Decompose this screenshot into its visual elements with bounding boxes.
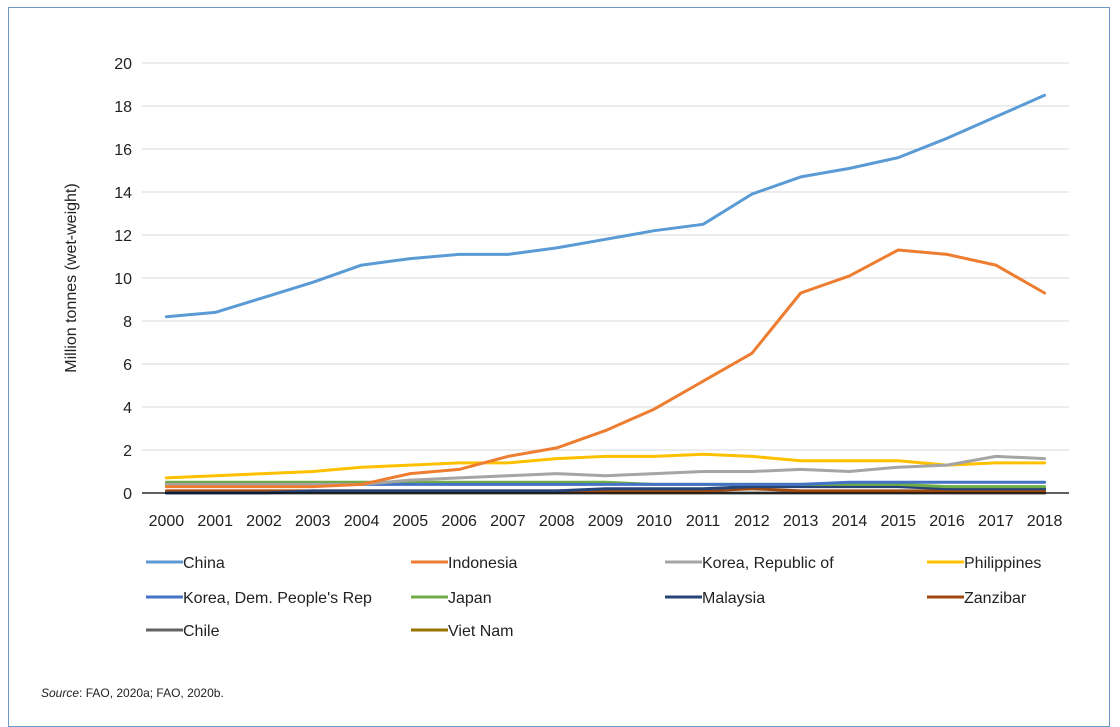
y-tick-label: 18 [114,99,132,116]
y-tick-label: 20 [114,56,132,73]
x-tick-label: 2007 [490,513,526,530]
x-tick-label: 2004 [344,513,380,530]
gridlines [142,62,1069,451]
x-tick-label: 2001 [197,513,233,530]
legend-label: Korea, Dem. People's Rep [183,590,372,607]
legend-item: Philippines [927,555,1041,572]
x-axis-ticks: 2000 2001 2002 2003 2004 2005 2006 2007 2008 2009… [149,513,1063,530]
y-tick-label: 2 [123,443,132,460]
x-tick-label: 2017 [978,513,1014,530]
legend-item: Indonesia [411,555,517,572]
source-text: : FAO, 2020a; FAO, 2020b. [79,686,224,700]
series-lines [164,93,1047,495]
legend-label: Zanzibar [964,590,1027,607]
x-tick-label: 2006 [441,513,477,530]
series-line-philippines [164,452,1047,480]
legend-label: Japan [448,590,492,607]
series-line-korea-republic-of [164,454,1047,486]
y-tick-label: 16 [114,142,132,159]
source-note: Source: FAO, 2020a; FAO, 2020b. [41,686,224,700]
series-line-china [164,93,1047,319]
x-tick-label: 2013 [783,513,819,530]
x-tick-label: 2008 [539,513,575,530]
legend-item: Japan [411,590,492,607]
legend-item: Korea, Dem. People's Rep [146,590,372,607]
source-label: Source [41,686,80,700]
series-line-japan [164,480,1047,489]
legend-item: Chile [146,623,220,640]
legend-label: Korea, Republic of [702,555,834,572]
y-tick-label: 8 [123,314,132,331]
y-tick-label: 4 [123,400,132,417]
y-tick-label: 12 [114,228,132,245]
x-tick-label: 2005 [393,513,429,530]
x-tick-label: 2018 [1027,513,1063,530]
legend-label: Philippines [964,555,1041,572]
x-tick-label: 2015 [880,513,916,530]
legend-label: China [183,555,225,572]
x-tick-label: 2000 [149,513,185,530]
legend-item: Korea, Republic of [665,555,834,572]
x-tick-label: 2009 [588,513,624,530]
y-tick-label: 0 [123,486,132,503]
y-tick-label: 14 [114,185,132,202]
legend-label: Indonesia [448,555,517,572]
series-line-indonesia [164,248,1047,489]
series-line-malaysia [164,485,1047,495]
legend-label: Chile [183,623,220,640]
x-tick-label: 2002 [246,513,282,530]
x-tick-label: 2014 [832,513,868,530]
y-tick-label: 10 [114,271,132,288]
legend-item: Viet Nam [411,623,514,640]
x-tick-label: 2012 [734,513,770,530]
y-tick-label: 6 [123,357,132,374]
x-tick-label: 2016 [929,513,965,530]
y-axis-label: Million tonnes (wet-weight) [63,183,80,372]
legend: China Indonesia Korea, Republic of Philippi… [146,555,1041,640]
legend-label: Malaysia [702,590,765,607]
legend-item: Malaysia [665,590,765,607]
legend-label: Viet Nam [448,623,514,640]
x-tick-label: 2003 [295,513,331,530]
y-axis-ticks: 0 2 4 6 8 10 12 14 16 18 20 [114,56,132,503]
legend-item: China [146,555,225,572]
x-tick-label: 2011 [686,513,721,530]
legend-item: Zanzibar [927,590,1027,607]
x-tick-label: 2010 [636,513,672,530]
